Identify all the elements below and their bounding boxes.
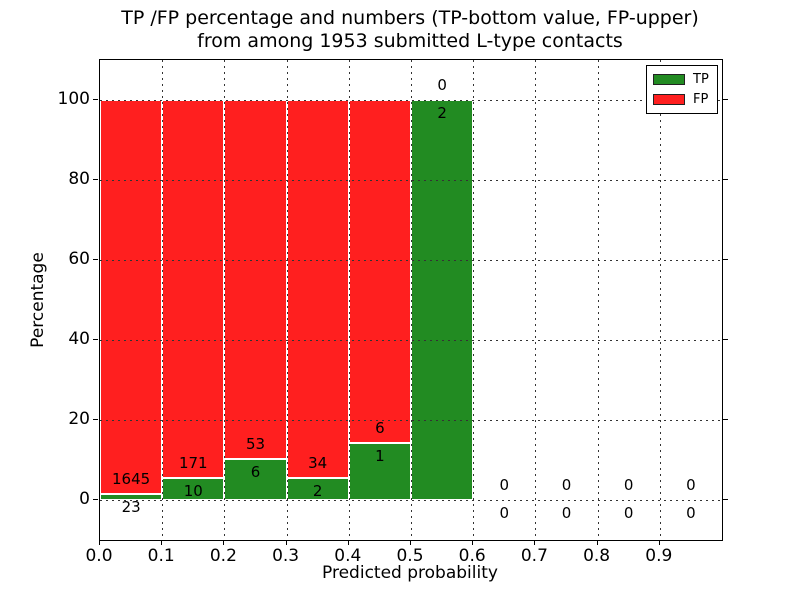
fp-bar: [224, 100, 287, 460]
tp-count-annotation: 6: [250, 463, 261, 482]
tp-count-annotation: 0: [499, 504, 510, 522]
fp-bar: [162, 100, 225, 478]
y-tick-label: 0: [79, 489, 90, 509]
fp-count-annotation: 1645: [112, 470, 151, 489]
x-tick-mark: [472, 540, 474, 545]
y-tick-mark: [93, 259, 98, 260]
x-tick-mark: [658, 540, 660, 545]
x-tick-mark: [534, 540, 536, 545]
fp-count-annotation: 171: [178, 453, 208, 472]
x-axis-label: Predicted probability: [322, 563, 498, 583]
y-tick-mark: [93, 339, 98, 340]
fp-count-annotation: 0: [623, 476, 634, 494]
x-tick-mark: [410, 540, 411, 545]
chart-title-line2: from among 1953 submitted L-type contact…: [197, 30, 623, 52]
x-tick-mark: [161, 540, 163, 545]
tp-color-swatch: [653, 73, 685, 85]
tp-bar: [411, 100, 474, 500]
grid-line-vertical: [348, 60, 350, 540]
grid-line-vertical: [224, 60, 226, 540]
tp-bar: [100, 494, 163, 500]
fp-bar: [286, 100, 349, 478]
legend: TP FP: [646, 65, 718, 114]
y-tick-label: 100: [57, 89, 90, 109]
grid-line-vertical: [411, 60, 412, 540]
grid-line-horizontal: [100, 260, 722, 261]
grid-line-vertical: [286, 60, 288, 540]
grid-line-horizontal: [100, 340, 722, 341]
chart-title: TP /FP percentage and numbers (TP-bottom…: [99, 7, 721, 53]
x-tick-mark: [99, 540, 100, 545]
y-tick-mark-right: [723, 99, 728, 100]
legend-entry-fp: FP: [647, 92, 717, 107]
y-tick-label: 20: [68, 409, 90, 429]
tp-count-annotation: 23: [121, 498, 141, 517]
tp-count-annotation: 1: [375, 446, 385, 465]
y-tick-mark-right: [723, 499, 728, 500]
tp-count-annotation: 0: [623, 504, 634, 522]
y-tick-mark-right: [723, 259, 728, 260]
tp-count-annotation: 0: [561, 504, 572, 522]
tp-count-annotation: 2: [312, 481, 323, 500]
fp-count-annotation: 34: [308, 453, 328, 472]
x-tick-label: 0.3: [272, 546, 300, 566]
x-tick-mark: [223, 540, 225, 545]
x-tick-label: 0.1: [147, 546, 175, 566]
x-tick-mark: [347, 540, 349, 545]
x-tick-label: 0.8: [583, 546, 611, 566]
grid-line-vertical: [597, 60, 599, 540]
tp-bar: [348, 442, 411, 500]
fp-count-annotation: 6: [375, 418, 385, 437]
y-axis-label: Percentage: [28, 252, 48, 348]
fp-count-annotation: 0: [686, 476, 696, 494]
x-tick-mark: [596, 540, 598, 545]
plot-area: TP FP 1645 23 171 10 53 6 34 2 6 1 0 2 0 0 0 0 0 0 0 0: [99, 59, 723, 541]
grid-line-horizontal: [100, 500, 722, 501]
grid-line-horizontal: [100, 180, 722, 181]
fp-count-annotation: 0: [437, 76, 447, 94]
legend-entry-tp: TP: [647, 72, 717, 87]
grid-line-horizontal: [100, 100, 722, 101]
x-tick-label: 0.4: [334, 546, 362, 566]
grid-line-vertical: [659, 60, 661, 540]
x-tick-label: 0.9: [645, 546, 673, 566]
chart-title-line1: TP /FP percentage and numbers (TP-bottom…: [121, 7, 699, 29]
tp-count-annotation: 0: [686, 504, 696, 522]
y-tick-label: 40: [68, 329, 90, 349]
fp-count-annotation: 53: [245, 435, 266, 454]
x-tick-label: 0.0: [85, 546, 113, 566]
x-tick-label: 0.6: [458, 546, 486, 566]
tp-count-annotation: 10: [183, 481, 203, 500]
y-tick-mark: [93, 419, 98, 420]
grid-line-vertical: [535, 60, 537, 540]
y-tick-label: 80: [68, 169, 90, 189]
fp-bar: [348, 100, 411, 443]
tp-count-annotation: 2: [437, 104, 447, 122]
y-tick-label: 60: [68, 249, 90, 269]
y-tick-mark-right: [723, 339, 728, 340]
y-tick-mark: [93, 99, 98, 100]
tp-bar: [224, 459, 287, 500]
x-tick-label: 0.7: [520, 546, 548, 566]
y-tick-mark-right: [723, 179, 728, 180]
y-tick-mark: [93, 499, 98, 500]
grid-line-vertical: [162, 60, 164, 540]
x-tick-label: 0.2: [209, 546, 237, 566]
legend-label-tp: TP: [693, 71, 709, 87]
fp-bar: [100, 100, 163, 495]
grid-line-horizontal: [100, 420, 722, 421]
y-tick-mark: [93, 179, 98, 180]
x-tick-mark: [285, 540, 287, 545]
x-tick-label: 0.5: [396, 546, 424, 566]
legend-label-fp: FP: [693, 92, 709, 108]
fp-count-annotation: 0: [499, 476, 510, 494]
fp-count-annotation: 0: [561, 476, 572, 494]
grid-line-vertical: [473, 60, 475, 540]
y-tick-mark-right: [723, 419, 728, 420]
fp-color-swatch: [653, 94, 685, 106]
